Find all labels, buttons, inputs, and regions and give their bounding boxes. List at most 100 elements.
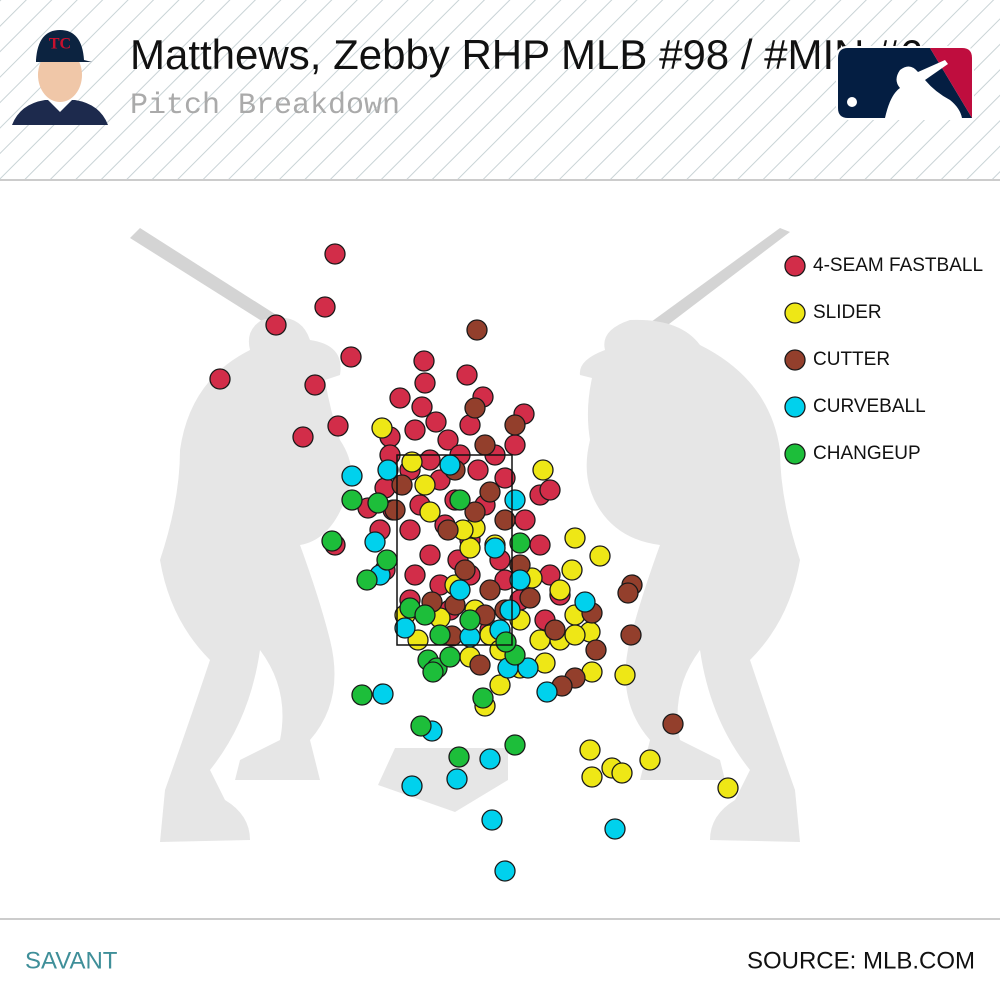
- pitch: [614, 664, 636, 686]
- pitch: [479, 748, 501, 770]
- pitch: [209, 368, 231, 390]
- pitch: [404, 564, 426, 586]
- plot: [209, 243, 739, 882]
- pitch: [429, 624, 451, 646]
- pitch: [467, 459, 489, 481]
- legend-label: CHANGEUP: [813, 443, 921, 464]
- pitch: [425, 411, 447, 433]
- pitch: [504, 489, 526, 511]
- pitch: [439, 454, 461, 476]
- player-photo: TC: [12, 30, 108, 125]
- pitch: [351, 684, 373, 706]
- pitch: [419, 501, 441, 523]
- pitch: [340, 346, 362, 368]
- title: Matthews, Zebby RHP MLB #98 / #MIN #6: [130, 31, 923, 78]
- pitch: [411, 396, 433, 418]
- pitch: [494, 509, 516, 531]
- pitch: [564, 624, 586, 646]
- legend-marker: [784, 443, 806, 465]
- pitch: [509, 532, 531, 554]
- pitch: [404, 419, 426, 441]
- pitch: [604, 818, 626, 840]
- pitch: [519, 587, 541, 609]
- pitch: [410, 715, 432, 737]
- pitch: [422, 661, 444, 683]
- pitch: [495, 631, 517, 653]
- pitch: [532, 459, 554, 481]
- pitch: [372, 683, 394, 705]
- legend-label: SLIDER: [813, 302, 882, 323]
- legend-marker: [784, 255, 806, 277]
- pitch: [466, 319, 488, 341]
- pitch: [449, 489, 471, 511]
- pitch: [539, 479, 561, 501]
- pitch: [439, 646, 461, 668]
- pitch: [314, 296, 336, 318]
- pitch: [474, 434, 496, 456]
- pitch: [324, 243, 346, 265]
- pitch: [494, 467, 516, 489]
- legend-label: CURVEBALL: [813, 396, 926, 417]
- pitch: [327, 415, 349, 437]
- pitch: [356, 569, 378, 591]
- pitch: [389, 387, 411, 409]
- legend-marker: [784, 349, 806, 371]
- pitch: [341, 489, 363, 511]
- pitch: [446, 768, 468, 790]
- pitch: [479, 579, 501, 601]
- legend-marker: [784, 396, 806, 418]
- pitch: [564, 527, 586, 549]
- pitch: [561, 559, 583, 581]
- pitch: [459, 609, 481, 631]
- pitch: [414, 604, 436, 626]
- pitch: [504, 414, 526, 436]
- pitch: [544, 619, 566, 641]
- pitch: [454, 559, 476, 581]
- pitch: [456, 364, 478, 386]
- header: TC Matthews, Zebby RHP MLB #98 / #MIN #6…: [0, 0, 1000, 180]
- pitch: [377, 459, 399, 481]
- pitch: [449, 579, 471, 601]
- pitch: [469, 654, 491, 676]
- pitch: [494, 860, 516, 882]
- pitch: [617, 582, 639, 604]
- pitch: [367, 492, 389, 514]
- pitch: [341, 465, 363, 487]
- pitch: [401, 451, 423, 473]
- pitch: [585, 639, 607, 661]
- pitch: [579, 739, 601, 761]
- pitch: [371, 417, 393, 439]
- pitch: [321, 530, 343, 552]
- footer-left: SAVANT: [25, 947, 118, 974]
- pitch: [717, 777, 739, 799]
- pitch: [437, 429, 459, 451]
- pitch: [419, 449, 441, 471]
- pitch: [414, 372, 436, 394]
- svg-text:TC: TC: [49, 36, 71, 53]
- pitch: [399, 519, 421, 541]
- legend-label: CUTTER: [813, 349, 890, 370]
- pitch: [536, 681, 558, 703]
- pitch: [364, 531, 386, 553]
- strike-zone: [396, 454, 513, 646]
- pitch: [464, 501, 486, 523]
- pitch: [414, 474, 436, 496]
- pitch: [581, 766, 603, 788]
- pitch: [589, 545, 611, 567]
- pitch: [517, 657, 539, 679]
- pitch: [529, 534, 551, 556]
- pitch: [481, 809, 503, 831]
- pitch: [479, 481, 501, 503]
- pitch: [504, 434, 526, 456]
- pitch: [304, 374, 326, 396]
- pitch: [437, 519, 459, 541]
- pitch: [504, 734, 526, 756]
- pitch: [529, 629, 551, 651]
- pitch: [265, 314, 287, 336]
- pitch: [639, 749, 661, 771]
- footer-right: SOURCE: MLB.COM: [747, 947, 975, 974]
- pitch: [484, 537, 506, 559]
- pitch: [574, 591, 596, 613]
- pitch: [413, 350, 435, 372]
